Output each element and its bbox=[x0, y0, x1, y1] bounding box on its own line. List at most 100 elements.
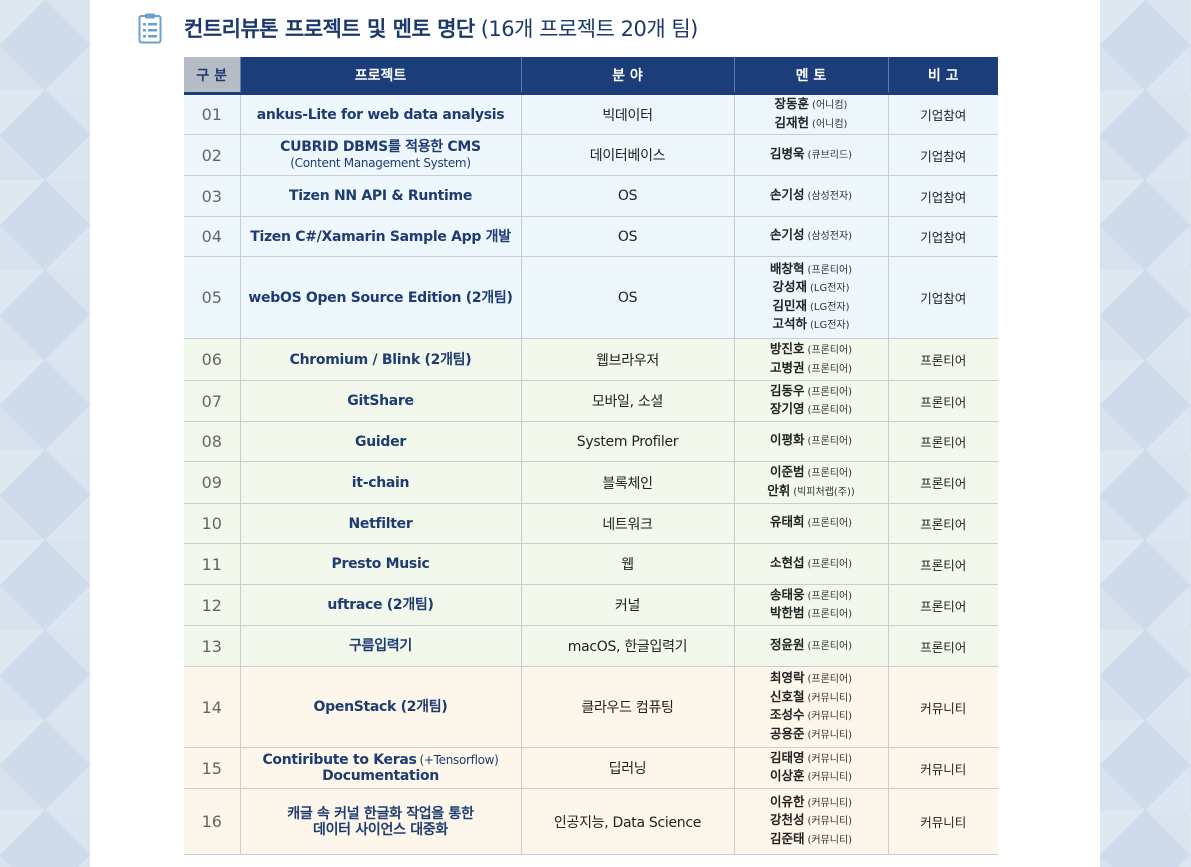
mentor-name: 신호철 bbox=[769, 688, 805, 704]
field-cell: 모바일, 소셜 bbox=[520, 380, 734, 422]
mentor-cell: 이준범 (프론티어) 안휘 (빅피처랩(주)) bbox=[733, 461, 888, 504]
project-name-cell: Contiribute to Keras (+Tensorflow) Documen… bbox=[239, 747, 521, 789]
mentor-cell: 손기성 (삼성전자) bbox=[733, 175, 888, 217]
mentor-cell: 최영락 (프론티어) 신호철 (커뮤니티) 조성수 (커뮤니티) 공용준 (커뮤니티) bbox=[733, 666, 888, 748]
mentor-entry: 방진호 (프론티어) bbox=[739, 341, 884, 360]
note-cell: 프론티어 bbox=[887, 625, 998, 667]
field-cell: 인공지능, Data Science bbox=[520, 788, 734, 855]
mentor-org: (프론티어) bbox=[807, 640, 853, 652]
mentor-org: (LG전자) bbox=[809, 320, 850, 331]
mentor-name: 조성수 bbox=[769, 707, 805, 722]
note-cell: 프론티어 bbox=[887, 503, 998, 544]
mentor-entry: 고병권 (프론티어) bbox=[739, 360, 884, 379]
mentor-name: 공용준 bbox=[769, 725, 805, 741]
table-row: 03 Tizen NN API & Runtime OS 손기성 (삼성전자) 기업참여 bbox=[184, 175, 998, 217]
mentor-org: (삼성전자) bbox=[807, 231, 853, 243]
field-cell: System Profiler bbox=[520, 421, 734, 462]
mentor-cell: 손기성 (삼성전자) bbox=[733, 216, 888, 257]
field-cell: 블록체인 bbox=[520, 461, 734, 504]
project-name-line: 데이터 사이언스 대중화 bbox=[313, 821, 448, 838]
mentor-cell: 김태영 (커뮤니티) 이상훈 (커뮤니티) bbox=[733, 747, 888, 789]
row-number: 02 bbox=[184, 134, 240, 176]
mentor-entry: 신호철 (커뮤니티) bbox=[739, 689, 884, 708]
mentor-org: (커뮤니티) bbox=[807, 797, 853, 809]
mentor-org: (커뮤니티) bbox=[807, 753, 853, 765]
mentor-org: (커뮤니티) bbox=[807, 692, 853, 704]
mentor-entry: 조성수 (커뮤니티) bbox=[739, 707, 884, 726]
background-pattern-right bbox=[1100, 0, 1191, 867]
mentor-name: 이유한 bbox=[769, 793, 805, 809]
mentor-org: (커뮤니티) bbox=[807, 816, 853, 828]
mentor-entry: 고석하 (LG전자) bbox=[739, 316, 884, 335]
mentor-cell: 방진호 (프론티어) 고병권 (프론티어) bbox=[733, 338, 888, 381]
project-name-line: Documentation bbox=[322, 768, 439, 784]
mentor-name: 손기성 bbox=[769, 227, 805, 243]
project-mentor-table: 구 분 프로젝트 분 야 멘 토 비 고 01 ankus-Lite for we… bbox=[184, 57, 998, 855]
mentor-name: 손기성 bbox=[769, 186, 805, 202]
mentor-org: (어니컴) bbox=[812, 118, 848, 130]
table-body: 01 ankus-Lite for web data analysis 빅데이터 장동… bbox=[184, 93, 998, 855]
table-row: 06 Chromium / Blink (2개팀) 웹브라우저 방진호 (프론티어) 고병… bbox=[184, 338, 998, 381]
project-name-cell: 캐글 속 커널 한글화 작업을 통한 데이터 사이언스 대중화 bbox=[239, 788, 521, 855]
table-row: 08 Guider System Profiler 이평화 (프론티어) 프론티어 bbox=[184, 421, 998, 462]
mentor-name: 김재헌 bbox=[774, 114, 810, 130]
row-number: 13 bbox=[184, 625, 240, 667]
mentor-name: 송태웅 bbox=[769, 586, 805, 602]
header-field: 분 야 bbox=[520, 57, 734, 95]
field-cell: 웹 bbox=[520, 543, 734, 585]
row-number: 15 bbox=[184, 747, 240, 789]
mentor-entry: 강천성 (커뮤니티) bbox=[739, 812, 884, 831]
project-name-cell: GitShare bbox=[239, 380, 521, 422]
field-cell: 딥러닝 bbox=[520, 747, 734, 789]
mentor-name: 김태영 bbox=[769, 749, 805, 765]
mentor-org: (빅피처랩(주)) bbox=[793, 486, 855, 498]
mentor-name: 배창혁 bbox=[769, 260, 805, 276]
project-name-cell: Tizen NN API & Runtime bbox=[239, 175, 521, 217]
mentor-entry: 안휘 (빅피처랩(주)) bbox=[739, 483, 884, 502]
mentor-entry: 소현섭 (프론티어) bbox=[739, 555, 884, 574]
project-name-note: (+Tensorflow) bbox=[419, 753, 499, 767]
project-name-cell: OpenStack (2개팀) bbox=[239, 666, 521, 748]
mentor-name: 고석하 bbox=[772, 316, 807, 331]
mentor-org: (프론티어) bbox=[807, 468, 853, 479]
mentor-name: 장동훈 bbox=[774, 96, 810, 111]
project-name-line: Netfilter bbox=[348, 515, 413, 532]
mentor-org: (삼성전자) bbox=[807, 190, 853, 202]
mentor-cell: 소현섭 (프론티어) bbox=[733, 543, 888, 585]
header-project: 프로젝트 bbox=[239, 57, 521, 95]
mentor-entry: 김준태 (커뮤니티) bbox=[739, 831, 884, 850]
mentor-name: 김민재 bbox=[772, 297, 807, 313]
table-row: 04 Tizen C#/Xamarin Sample App 개발 OS 손기성 (삼성… bbox=[184, 216, 998, 257]
mentor-org: (프론티어) bbox=[807, 674, 853, 685]
mentor-entry: 송태웅 (프론티어) bbox=[739, 587, 884, 606]
table-row: 15 Contiribute to Keras (+Tensorflow) Docum… bbox=[184, 747, 998, 789]
table-row: 09 it-chain 블록체인 이준범 (프론티어) 안휘 (빅피처랩(주)) 프론티어 bbox=[184, 461, 998, 504]
mentor-org: (커뮤니티) bbox=[807, 834, 853, 846]
mentor-name: 김동우 bbox=[769, 382, 805, 398]
page-title: 컨트리뷰톤 프로젝트 및 멘토 명단 bbox=[184, 17, 475, 41]
note-cell: 프론티어 bbox=[887, 421, 998, 462]
mentor-name: 김병욱 bbox=[769, 145, 805, 161]
mentor-cell: 김병욱 (큐브리드) bbox=[733, 134, 888, 176]
row-number: 14 bbox=[184, 666, 240, 748]
project-name-cell: uftrace (2개팀) bbox=[239, 584, 521, 626]
mentor-entry: 김태영 (커뮤니티) bbox=[739, 750, 884, 769]
page-title-row: 컨트리뷰톤 프로젝트 및 멘토 명단 (16개 프로젝트 20개 팀) bbox=[138, 8, 698, 48]
row-number: 09 bbox=[184, 461, 240, 504]
mentor-org: (LG전자) bbox=[809, 283, 850, 294]
project-name-line: CUBRID DBMS를 적용한 CMS bbox=[280, 139, 481, 155]
header-mentor: 멘 토 bbox=[733, 57, 888, 95]
table-row: 16 캐글 속 커널 한글화 작업을 통한 데이터 사이언스 대중화 인공지능, Da… bbox=[184, 788, 998, 855]
mentor-entry: 최영락 (프론티어) bbox=[739, 670, 884, 689]
field-cell: 데이터베이스 bbox=[520, 134, 734, 176]
row-number: 04 bbox=[184, 216, 240, 257]
mentor-org: (LG전자) bbox=[809, 301, 850, 313]
mentor-entry: 이평화 (프론티어) bbox=[739, 432, 884, 451]
field-cell: 클라우드 컴퓨팅 bbox=[520, 666, 734, 748]
mentor-entry: 손기성 (삼성전자) bbox=[739, 187, 884, 206]
project-name-line: 캐글 속 커널 한글화 작업을 통한 bbox=[287, 805, 474, 822]
mentor-entry: 이준범 (프론티어) bbox=[739, 464, 884, 483]
note-cell: 기업참여 bbox=[887, 134, 998, 176]
project-name-line: Chromium / Blink (2개팀) bbox=[289, 351, 472, 368]
project-name-cell: 구름입력기 bbox=[239, 625, 521, 667]
